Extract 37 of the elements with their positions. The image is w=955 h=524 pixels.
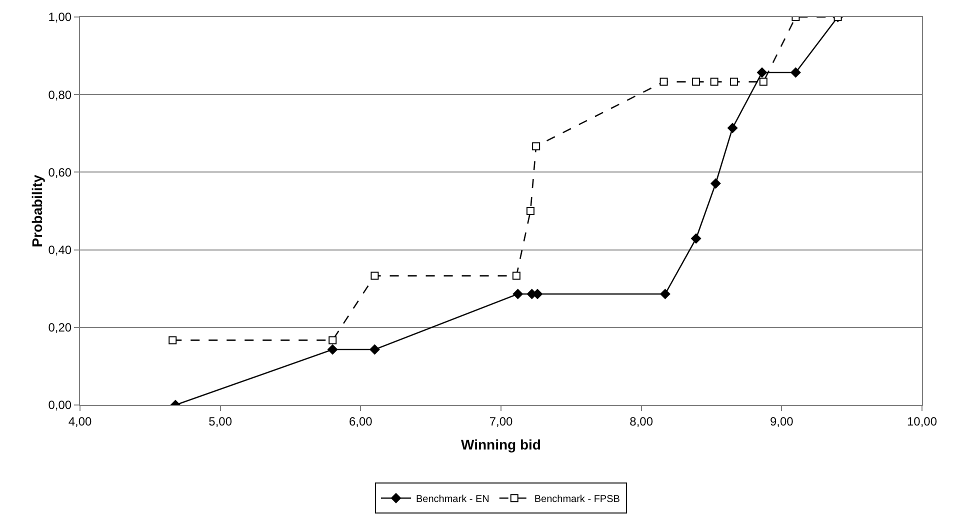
y-tick-label: 0,00 xyxy=(48,398,72,412)
point xyxy=(512,272,520,280)
point xyxy=(168,336,177,344)
point xyxy=(692,78,700,86)
x-axis-title: Winning bid xyxy=(461,436,541,453)
point xyxy=(370,344,380,355)
x-tick-label: 4,00 xyxy=(68,414,92,428)
point xyxy=(328,336,337,344)
y-tick-label: 0,40 xyxy=(48,243,72,257)
y-tick-label: 0,20 xyxy=(48,320,72,335)
y-tick-label: 0,80 xyxy=(48,88,72,102)
y-tick-label: 0,60 xyxy=(48,165,72,180)
point xyxy=(728,122,738,134)
legend-label: Benchmark - EN xyxy=(416,494,490,505)
x-tick-label: 6,00 xyxy=(348,414,373,428)
point xyxy=(691,234,702,244)
point xyxy=(790,67,801,78)
point xyxy=(710,78,718,86)
point xyxy=(660,288,670,300)
x-tick-label: 9,00 xyxy=(770,414,794,428)
y-axis-title: Probability xyxy=(29,174,45,248)
point xyxy=(759,78,768,86)
point xyxy=(756,67,768,78)
point xyxy=(710,178,721,188)
x-tick-label: 7,00 xyxy=(489,414,513,428)
legend-label: Benchmark - FPSB xyxy=(534,494,620,505)
point xyxy=(730,78,738,86)
point xyxy=(370,272,379,280)
x-tick-label: 8,00 xyxy=(630,414,654,428)
point xyxy=(660,78,668,86)
x-tick-label: 5,00 xyxy=(208,414,232,428)
x-tick-label: 10,00 xyxy=(906,414,938,428)
point xyxy=(328,344,338,355)
point xyxy=(512,288,523,300)
point xyxy=(526,207,534,215)
point xyxy=(532,142,540,150)
y-tick-label: 1,00 xyxy=(48,10,72,24)
